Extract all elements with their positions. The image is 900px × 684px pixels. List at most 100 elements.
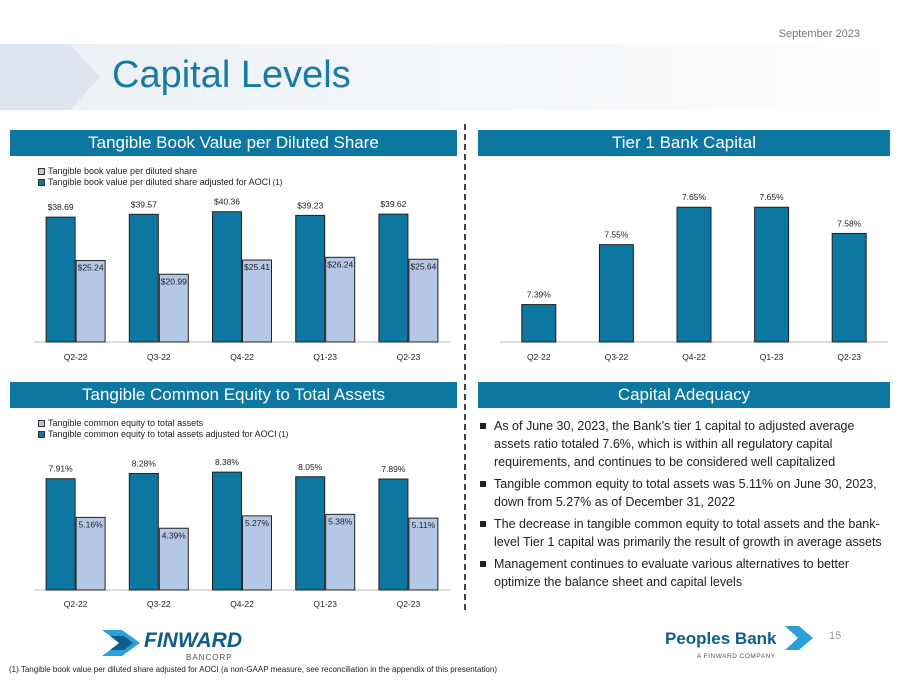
tier1-bar [831, 232, 867, 343]
finward-subtitle: BANCORP [186, 653, 233, 662]
page-title: Capital Levels [112, 54, 351, 96]
legend-item: Tangible book value per diluted share ad… [38, 177, 282, 188]
tbv-bar [242, 259, 272, 343]
peoples-chevron-icon [785, 626, 813, 650]
tier1-data-label: 7.65% [760, 192, 785, 202]
tier1-data-label: 7.65% [682, 192, 707, 202]
tce-bar [158, 527, 189, 591]
legend-swatch-dark [38, 179, 45, 186]
tier1-tick-label: Q4-22 [682, 352, 706, 362]
tbv-data-label: $25.41 [244, 262, 270, 272]
tce-bar [325, 513, 356, 591]
legend-label: Tangible common equity to total assets [48, 418, 204, 428]
tier1-bar [598, 244, 634, 343]
tce-data-label: 8.38% [215, 457, 240, 467]
tbv-bar [212, 211, 242, 343]
tce-bar [212, 471, 242, 591]
legend-item: Tangible book value per diluted share [38, 166, 282, 177]
finward-wordmark: FINWARD [144, 629, 242, 652]
tier1-data-label: 7.55% [604, 230, 629, 240]
tce-tick-label: Q2-22 [64, 599, 88, 609]
tbv-data-label: $39.23 [297, 200, 323, 210]
tier1-tick-label: Q2-23 [837, 352, 861, 362]
legend-label: Tangible book value per diluted share ad… [48, 177, 271, 187]
tier1-bar [676, 206, 712, 343]
tce-data-label: 8.05% [298, 462, 323, 472]
legend-swatch-light [38, 168, 45, 175]
peoples-bank-wordmark: Peoples Bank [665, 629, 777, 648]
tbv-bar [378, 213, 409, 343]
tbv-bar [158, 273, 189, 343]
tce-bar [75, 516, 106, 591]
panel-divider [464, 124, 466, 610]
tce-data-label: 8.28% [132, 459, 157, 469]
tier1-tick-label: Q3-22 [605, 352, 629, 362]
tce-data-label: 7.91% [49, 464, 74, 474]
tce-bar [378, 478, 409, 591]
tce-tick-label: Q3-22 [147, 599, 171, 609]
finward-chevron-inner-icon [110, 636, 133, 650]
tce-bar [295, 476, 326, 591]
tbv-data-label: $39.62 [380, 199, 406, 209]
adequacy-bullet: Management continues to evaluate various… [478, 555, 886, 591]
adequacy-bullet: The decrease in tangible common equity t… [478, 515, 886, 551]
tbv-bar [295, 214, 326, 343]
tier1-data-label: 7.58% [837, 218, 862, 228]
tce-bar [45, 478, 76, 591]
tier1-banner: Tier 1 Bank Capital [478, 130, 890, 156]
peoples-bank-subtitle: A FINWARD COMPANY [697, 653, 776, 660]
adequacy-banner: Capital Adequacy [478, 382, 890, 408]
tier1-data-label: 7.39% [527, 290, 552, 300]
tier1-tick-label: Q1-23 [760, 352, 784, 362]
tce-banner: Tangible Common Equity to Total Assets [10, 382, 457, 408]
legend-item: Tangible common equity to total assets a… [38, 429, 288, 440]
legend-label: Tangible book value per diluted share [48, 166, 198, 176]
tbv-data-label: $25.24 [78, 263, 104, 273]
tbv-tick-label: Q2-23 [397, 352, 421, 362]
tbv-tick-label: Q3-22 [147, 352, 171, 362]
tbv-bar [408, 258, 439, 343]
tbv-data-label: $38.69 [48, 202, 74, 212]
legend-footnote-ref: (1) [272, 178, 283, 187]
tier1-bar [754, 206, 790, 343]
tbv-bar [75, 260, 106, 343]
tbv-tick-label: Q2-22 [64, 352, 88, 362]
tbv-tick-label: Q4-22 [230, 352, 254, 362]
tce-data-label: 5.16% [79, 519, 104, 529]
tce-data-label: 5.27% [245, 518, 270, 528]
tce-tick-label: Q1-23 [313, 599, 337, 609]
legend-label: Tangible common equity to total assets a… [48, 429, 277, 439]
tce-bar [128, 473, 159, 591]
tce-data-label: 5.38% [328, 516, 353, 526]
tce-tick-label: Q2-23 [397, 599, 421, 609]
legend-swatch-dark [38, 431, 45, 438]
tbv-data-label: $26.24 [327, 259, 353, 269]
tbv-legend: Tangible book value per diluted share Ta… [38, 166, 282, 188]
footnote: (1) Tangible book value per diluted shar… [9, 665, 497, 674]
tbv-data-label: $20.99 [161, 276, 187, 286]
tbv-bar [325, 256, 356, 343]
tce-data-label: 7.89% [381, 464, 406, 474]
tce-data-label: 5.11% [412, 520, 436, 530]
adequacy-bullet: Tangible common equity to total assets w… [478, 475, 886, 511]
tce-tick-label: Q4-22 [230, 599, 254, 609]
tce-legend: Tangible common equity to total assets T… [38, 418, 288, 440]
adequacy-bullets: As of June 30, 2023, the Bank’s tier 1 c… [478, 417, 886, 595]
tce-data-label: 4.39% [162, 530, 187, 540]
tier1-bar [521, 304, 557, 343]
legend-footnote-ref: (1) [278, 430, 289, 439]
report-date: September 2023 [778, 28, 860, 40]
adequacy-bullet: As of June 30, 2023, the Bank’s tier 1 c… [478, 417, 886, 471]
tbv-data-label: $40.36 [214, 197, 240, 207]
tbv-bar [45, 216, 76, 343]
finward-logo: FINWARD BANCORP [102, 629, 242, 662]
tier1-tick-label: Q2-22 [527, 352, 551, 362]
peoples-bank-logo: Peoples Bank A FINWARD COMPANY [665, 626, 813, 660]
tbv-tick-label: Q1-23 [313, 352, 337, 362]
tbv-banner: Tangible Book Value per Diluted Share [10, 130, 457, 156]
tbv-data-label: $25.64 [410, 261, 436, 271]
title-band [0, 44, 900, 110]
tbv-bar [128, 213, 159, 343]
legend-swatch-light [38, 420, 45, 427]
